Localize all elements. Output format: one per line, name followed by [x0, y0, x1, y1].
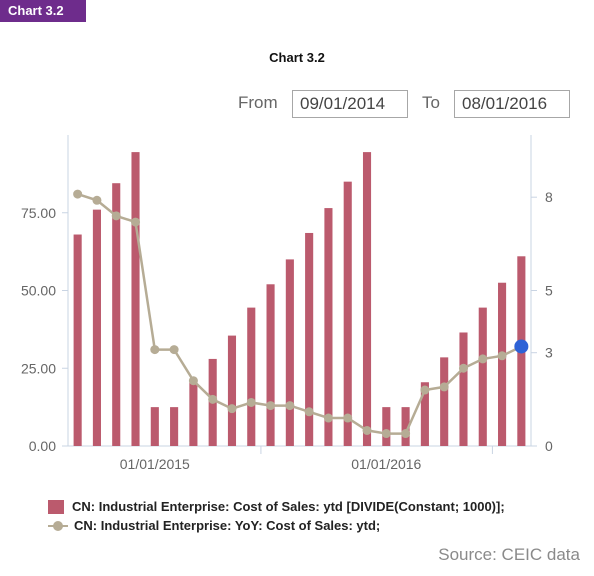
line-point — [497, 351, 507, 361]
x-axis-tick-label: 01/01/2015 — [120, 456, 190, 472]
line-series-path — [77, 192, 522, 435]
line-point — [169, 345, 179, 355]
left-axis-tick-label: 50.00 — [21, 283, 56, 299]
line-point — [323, 413, 333, 423]
left-axis-tick-label: 25.00 — [21, 360, 56, 376]
bar — [498, 282, 507, 446]
right-axis-tick-label: 0 — [545, 438, 553, 454]
line-point — [227, 404, 237, 414]
bar — [170, 407, 179, 446]
line-point — [73, 189, 83, 199]
line-point — [150, 345, 160, 355]
bar — [382, 407, 391, 446]
bar — [266, 284, 275, 446]
line-point — [478, 354, 488, 364]
chart-tag-badge: Chart 3.2 — [0, 0, 86, 22]
bar — [343, 181, 352, 446]
line-series-swatch-icon — [48, 519, 68, 533]
line-point — [420, 385, 430, 395]
bar — [112, 183, 121, 446]
bar — [189, 382, 198, 446]
bar — [324, 208, 333, 446]
to-date-input[interactable]: 08/01/2016 — [454, 90, 570, 118]
line-point — [246, 397, 256, 407]
bar-series-swatch-icon — [48, 499, 64, 514]
line-point — [401, 429, 411, 439]
bar — [420, 382, 429, 446]
bar — [131, 152, 140, 447]
bar — [440, 357, 449, 446]
to-label: To — [422, 93, 440, 112]
bar — [401, 407, 410, 446]
source-note: Source: CEIC data — [438, 545, 580, 564]
bar — [227, 335, 237, 446]
right-axis-tick-label: 3 — [545, 345, 553, 361]
line-point — [362, 425, 372, 435]
line-point-highlighted — [514, 339, 529, 354]
chart-title: Chart 3.2 — [269, 50, 325, 65]
line-point — [304, 407, 314, 417]
line-point — [285, 401, 295, 411]
line-point — [439, 382, 449, 392]
bar — [362, 152, 372, 447]
line-point — [208, 394, 218, 404]
line-point — [111, 211, 121, 221]
bar — [150, 407, 159, 446]
line-point — [458, 363, 468, 373]
line-point — [188, 376, 198, 386]
line-point — [266, 401, 276, 411]
bar — [73, 234, 82, 446]
chart-plot-area: 0.00 25.00 50.00 75.00 0 3 5 8 01/01/2015 01/01… — [21, 135, 553, 472]
bar — [92, 209, 101, 446]
legend-item-line-series[interactable]: CN: Industrial Enterprise: YoY: Cost of … — [48, 518, 380, 533]
left-axis-tick-label: 0.00 — [29, 438, 56, 454]
right-axis-tick-label: 5 — [545, 283, 553, 299]
line-point — [131, 217, 141, 227]
x-axis-tick-label: 01/01/2016 — [351, 456, 421, 472]
line-point — [343, 413, 353, 423]
right-axis-tick-label: 8 — [545, 189, 553, 205]
legend-label-bar-series: CN: Industrial Enterprise: Cost of Sales… — [72, 499, 505, 514]
line-point — [381, 429, 391, 439]
line-point — [92, 195, 102, 205]
bar — [478, 307, 487, 446]
bar — [305, 232, 314, 446]
legend-label-line-series: CN: Industrial Enterprise: YoY: Cost of … — [74, 518, 381, 533]
bar — [285, 259, 294, 446]
legend-item-bar-series[interactable]: CN: Industrial Enterprise: Cost of Sales… — [48, 499, 505, 514]
from-date-input[interactable]: 09/01/2014 — [292, 90, 408, 118]
bar — [459, 332, 468, 446]
left-axis-tick-label: 75.00 — [21, 205, 56, 221]
from-label: From — [238, 93, 278, 112]
bar — [247, 307, 256, 446]
